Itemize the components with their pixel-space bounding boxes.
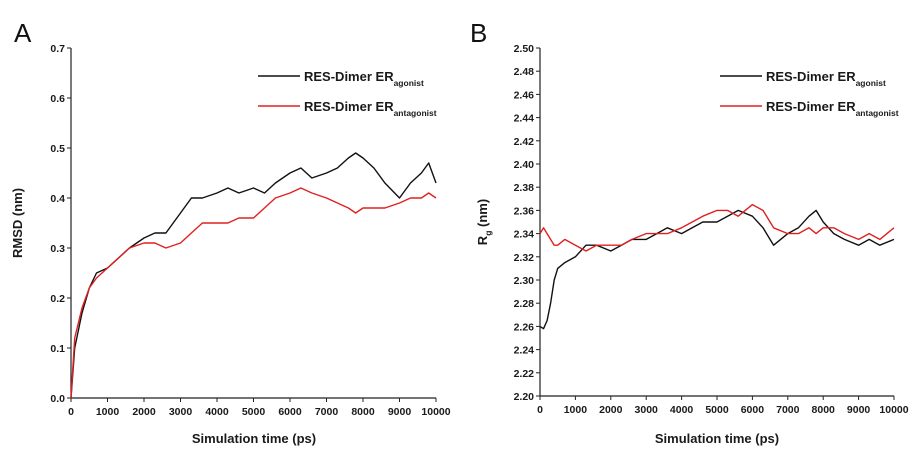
x-tick-label: 0 xyxy=(68,406,74,418)
y-tick-label: 2.50 xyxy=(514,43,535,55)
y-tick-label: 0.2 xyxy=(50,293,65,305)
x-tick-label: 3000 xyxy=(169,406,193,418)
y-tick-label: 2.26 xyxy=(514,321,535,333)
panel-a-legend-label-agonist: RES-Dimer ERagonist xyxy=(304,69,424,88)
x-tick-label: 9000 xyxy=(388,406,412,418)
panel-b-letter: B xyxy=(470,18,487,48)
x-tick-label: 1000 xyxy=(564,404,588,416)
y-tick-label: 2.32 xyxy=(514,252,535,264)
y-tick-label: 2.28 xyxy=(514,298,535,310)
panel-a-lines xyxy=(70,152,437,399)
panel-a: A 0 1000 2000 3000 4000 5000 6000 7000 8000 9000 1… xyxy=(10,18,451,446)
panel-a-legend: RES-Dimer ERagonist RES-Dimer ERantagoni… xyxy=(258,69,437,118)
y-tick-label: 2.48 xyxy=(514,66,535,78)
panel-b-lines xyxy=(539,203,895,330)
x-tick-label: 5000 xyxy=(242,406,266,418)
panel-b-legend-label-agonist: RES-Dimer ERagonist xyxy=(766,69,886,88)
y-tick-label: 0.0 xyxy=(50,393,65,405)
y-tick-label: 2.30 xyxy=(514,275,535,287)
antagonist-series-line xyxy=(539,203,895,252)
x-tick-label: 6000 xyxy=(278,406,302,418)
y-tick-label: 2.40 xyxy=(514,159,535,171)
panel-b-y-axis-title: Rg (nm) xyxy=(475,199,493,245)
y-tick-label: 0.1 xyxy=(50,343,65,355)
x-tick-label: 1000 xyxy=(96,406,120,418)
y-tick-label: 0.6 xyxy=(50,93,65,105)
agonist-series-line xyxy=(539,209,895,330)
x-tick-label: 4000 xyxy=(670,404,694,416)
y-tick-label: 2.44 xyxy=(514,113,535,125)
panel-a-ticks: 0 1000 2000 3000 4000 5000 6000 7000 8000 9000 100… xyxy=(50,43,450,418)
y-tick-label: 2.34 xyxy=(514,229,535,241)
x-tick-label: 0 xyxy=(537,404,543,416)
x-tick-label: 4000 xyxy=(205,406,229,418)
panel-b-legend: RES-Dimer ERagonist RES-Dimer ERantagoni… xyxy=(720,69,899,118)
x-tick-label: 7000 xyxy=(315,406,339,418)
x-tick-label: 3000 xyxy=(635,404,659,416)
panel-a-y-axis-title: RMSD (nm) xyxy=(10,188,25,258)
y-tick-label: 0.3 xyxy=(50,243,65,255)
panel-a-legend-label-antagonist: RES-Dimer ERantagonist xyxy=(304,99,437,118)
y-tick-label: 2.20 xyxy=(514,391,535,403)
y-tick-label: 2.22 xyxy=(514,368,535,380)
antagonist-series-line xyxy=(70,187,437,399)
agonist-series-line xyxy=(70,152,437,399)
y-tick-label: 2.42 xyxy=(514,136,535,148)
x-tick-label: 2000 xyxy=(132,406,156,418)
y-tick-label: 0.4 xyxy=(50,193,65,205)
x-tick-label: 8000 xyxy=(812,404,836,416)
x-tick-label: 10000 xyxy=(879,404,908,416)
x-tick-label: 7000 xyxy=(776,404,800,416)
x-tick-label: 2000 xyxy=(599,404,623,416)
panel-a-letter: A xyxy=(14,18,32,48)
x-tick-label: 8000 xyxy=(351,406,375,418)
panel-b: B 0 1000 2000 3000 4000 5000 6000 7000 8000 9000 1… xyxy=(470,18,909,446)
y-tick-label: 2.46 xyxy=(514,89,535,101)
panel-b-ticks: 0 1000 2000 3000 4000 5000 6000 7000 8000 9000 100… xyxy=(514,43,909,416)
x-tick-label: 5000 xyxy=(705,404,729,416)
x-tick-label: 10000 xyxy=(421,406,450,418)
y-tick-label: 0.7 xyxy=(50,43,65,55)
y-tick-label: 2.38 xyxy=(514,182,535,194)
y-tick-label: 2.36 xyxy=(514,205,535,217)
panel-a-x-axis-title: Simulation time (ps) xyxy=(192,431,316,446)
x-tick-label: 6000 xyxy=(741,404,765,416)
y-tick-label: 2.24 xyxy=(514,345,535,357)
panel-b-legend-label-antagonist: RES-Dimer ERantagonist xyxy=(766,99,899,118)
x-tick-label: 9000 xyxy=(847,404,871,416)
y-tick-label: 0.5 xyxy=(50,143,65,155)
panel-b-x-axis-title: Simulation time (ps) xyxy=(655,431,779,446)
